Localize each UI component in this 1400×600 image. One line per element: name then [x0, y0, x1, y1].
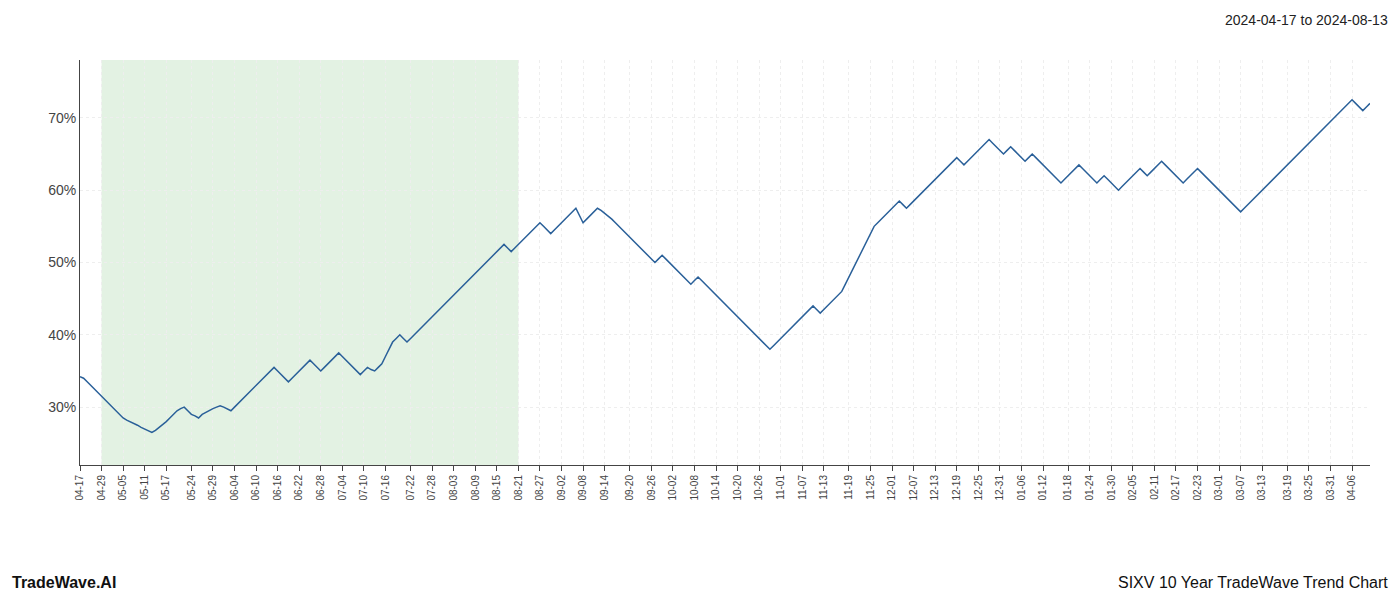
- svg-text:04-06: 04-06: [1346, 475, 1357, 501]
- svg-text:03-13: 03-13: [1256, 475, 1267, 501]
- svg-text:12-13: 12-13: [929, 475, 940, 501]
- svg-text:12-19: 12-19: [951, 475, 962, 501]
- svg-text:02-05: 02-05: [1127, 475, 1138, 501]
- svg-text:08-09: 08-09: [470, 475, 481, 501]
- svg-text:12-25: 12-25: [973, 475, 984, 501]
- svg-text:08-15: 08-15: [491, 475, 502, 501]
- svg-text:40%: 40%: [48, 327, 76, 343]
- svg-text:07-10: 07-10: [358, 475, 369, 501]
- svg-text:08-21: 08-21: [513, 475, 524, 501]
- svg-text:06-22: 06-22: [293, 475, 304, 501]
- svg-text:09-08: 09-08: [577, 475, 588, 501]
- svg-text:08-03: 08-03: [448, 475, 459, 501]
- svg-text:01-24: 01-24: [1084, 475, 1095, 501]
- svg-text:09-20: 09-20: [624, 475, 635, 501]
- svg-text:04-17: 04-17: [74, 475, 85, 501]
- svg-text:10-14: 10-14: [710, 475, 721, 501]
- svg-text:09-14: 09-14: [599, 475, 610, 501]
- svg-text:06-16: 06-16: [272, 475, 283, 501]
- svg-text:03-25: 03-25: [1303, 475, 1314, 501]
- svg-text:11-25: 11-25: [865, 475, 876, 500]
- svg-text:03-31: 03-31: [1325, 475, 1336, 501]
- svg-text:11-01: 11-01: [775, 475, 786, 500]
- svg-text:01-06: 01-06: [1016, 475, 1027, 501]
- svg-text:2024-04-17 to 2024-08-13: 2024-04-17 to 2024-08-13: [1225, 12, 1388, 28]
- svg-text:11-07: 11-07: [797, 475, 808, 500]
- svg-text:07-04: 07-04: [337, 475, 348, 501]
- svg-text:TradeWave.AI: TradeWave.AI: [12, 574, 116, 591]
- svg-text:09-02: 09-02: [556, 475, 567, 501]
- svg-text:07-28: 07-28: [426, 475, 437, 501]
- svg-text:05-11: 05-11: [139, 475, 150, 500]
- svg-text:03-19: 03-19: [1282, 475, 1293, 501]
- svg-text:05-29: 05-29: [207, 475, 218, 501]
- svg-text:05-17: 05-17: [160, 475, 171, 501]
- svg-text:04-29: 04-29: [96, 475, 107, 501]
- svg-text:07-16: 07-16: [380, 475, 391, 501]
- svg-text:01-18: 01-18: [1062, 475, 1073, 501]
- svg-text:12-01: 12-01: [886, 475, 897, 501]
- svg-text:06-10: 06-10: [250, 475, 261, 501]
- svg-text:10-26: 10-26: [753, 475, 764, 501]
- svg-text:12-31: 12-31: [994, 475, 1005, 501]
- svg-text:01-30: 01-30: [1106, 475, 1117, 501]
- svg-text:10-20: 10-20: [732, 475, 743, 501]
- svg-text:02-23: 02-23: [1192, 475, 1203, 501]
- svg-text:02-17: 02-17: [1170, 475, 1181, 501]
- svg-text:70%: 70%: [48, 110, 76, 126]
- svg-text:06-28: 06-28: [315, 475, 326, 501]
- svg-text:30%: 30%: [48, 399, 76, 415]
- svg-text:07-22: 07-22: [405, 475, 416, 501]
- svg-text:11-19: 11-19: [843, 475, 854, 500]
- svg-text:60%: 60%: [48, 182, 76, 198]
- svg-text:12-07: 12-07: [908, 475, 919, 501]
- svg-text:03-01: 03-01: [1213, 475, 1224, 501]
- svg-text:08-27: 08-27: [534, 475, 545, 501]
- svg-text:10-02: 10-02: [667, 475, 678, 501]
- svg-text:50%: 50%: [48, 254, 76, 270]
- svg-text:05-05: 05-05: [117, 475, 128, 501]
- svg-text:06-04: 06-04: [229, 475, 240, 501]
- svg-text:11-13: 11-13: [818, 475, 829, 500]
- svg-text:05-24: 05-24: [186, 475, 197, 501]
- svg-text:02-11: 02-11: [1149, 475, 1160, 500]
- svg-text:10-08: 10-08: [689, 475, 700, 501]
- svg-text:SIXV 10 Year TradeWave Trend C: SIXV 10 Year TradeWave Trend Chart: [1118, 574, 1388, 591]
- svg-text:03-07: 03-07: [1235, 475, 1246, 501]
- svg-text:09-26: 09-26: [646, 475, 657, 501]
- svg-text:01-12: 01-12: [1037, 475, 1048, 501]
